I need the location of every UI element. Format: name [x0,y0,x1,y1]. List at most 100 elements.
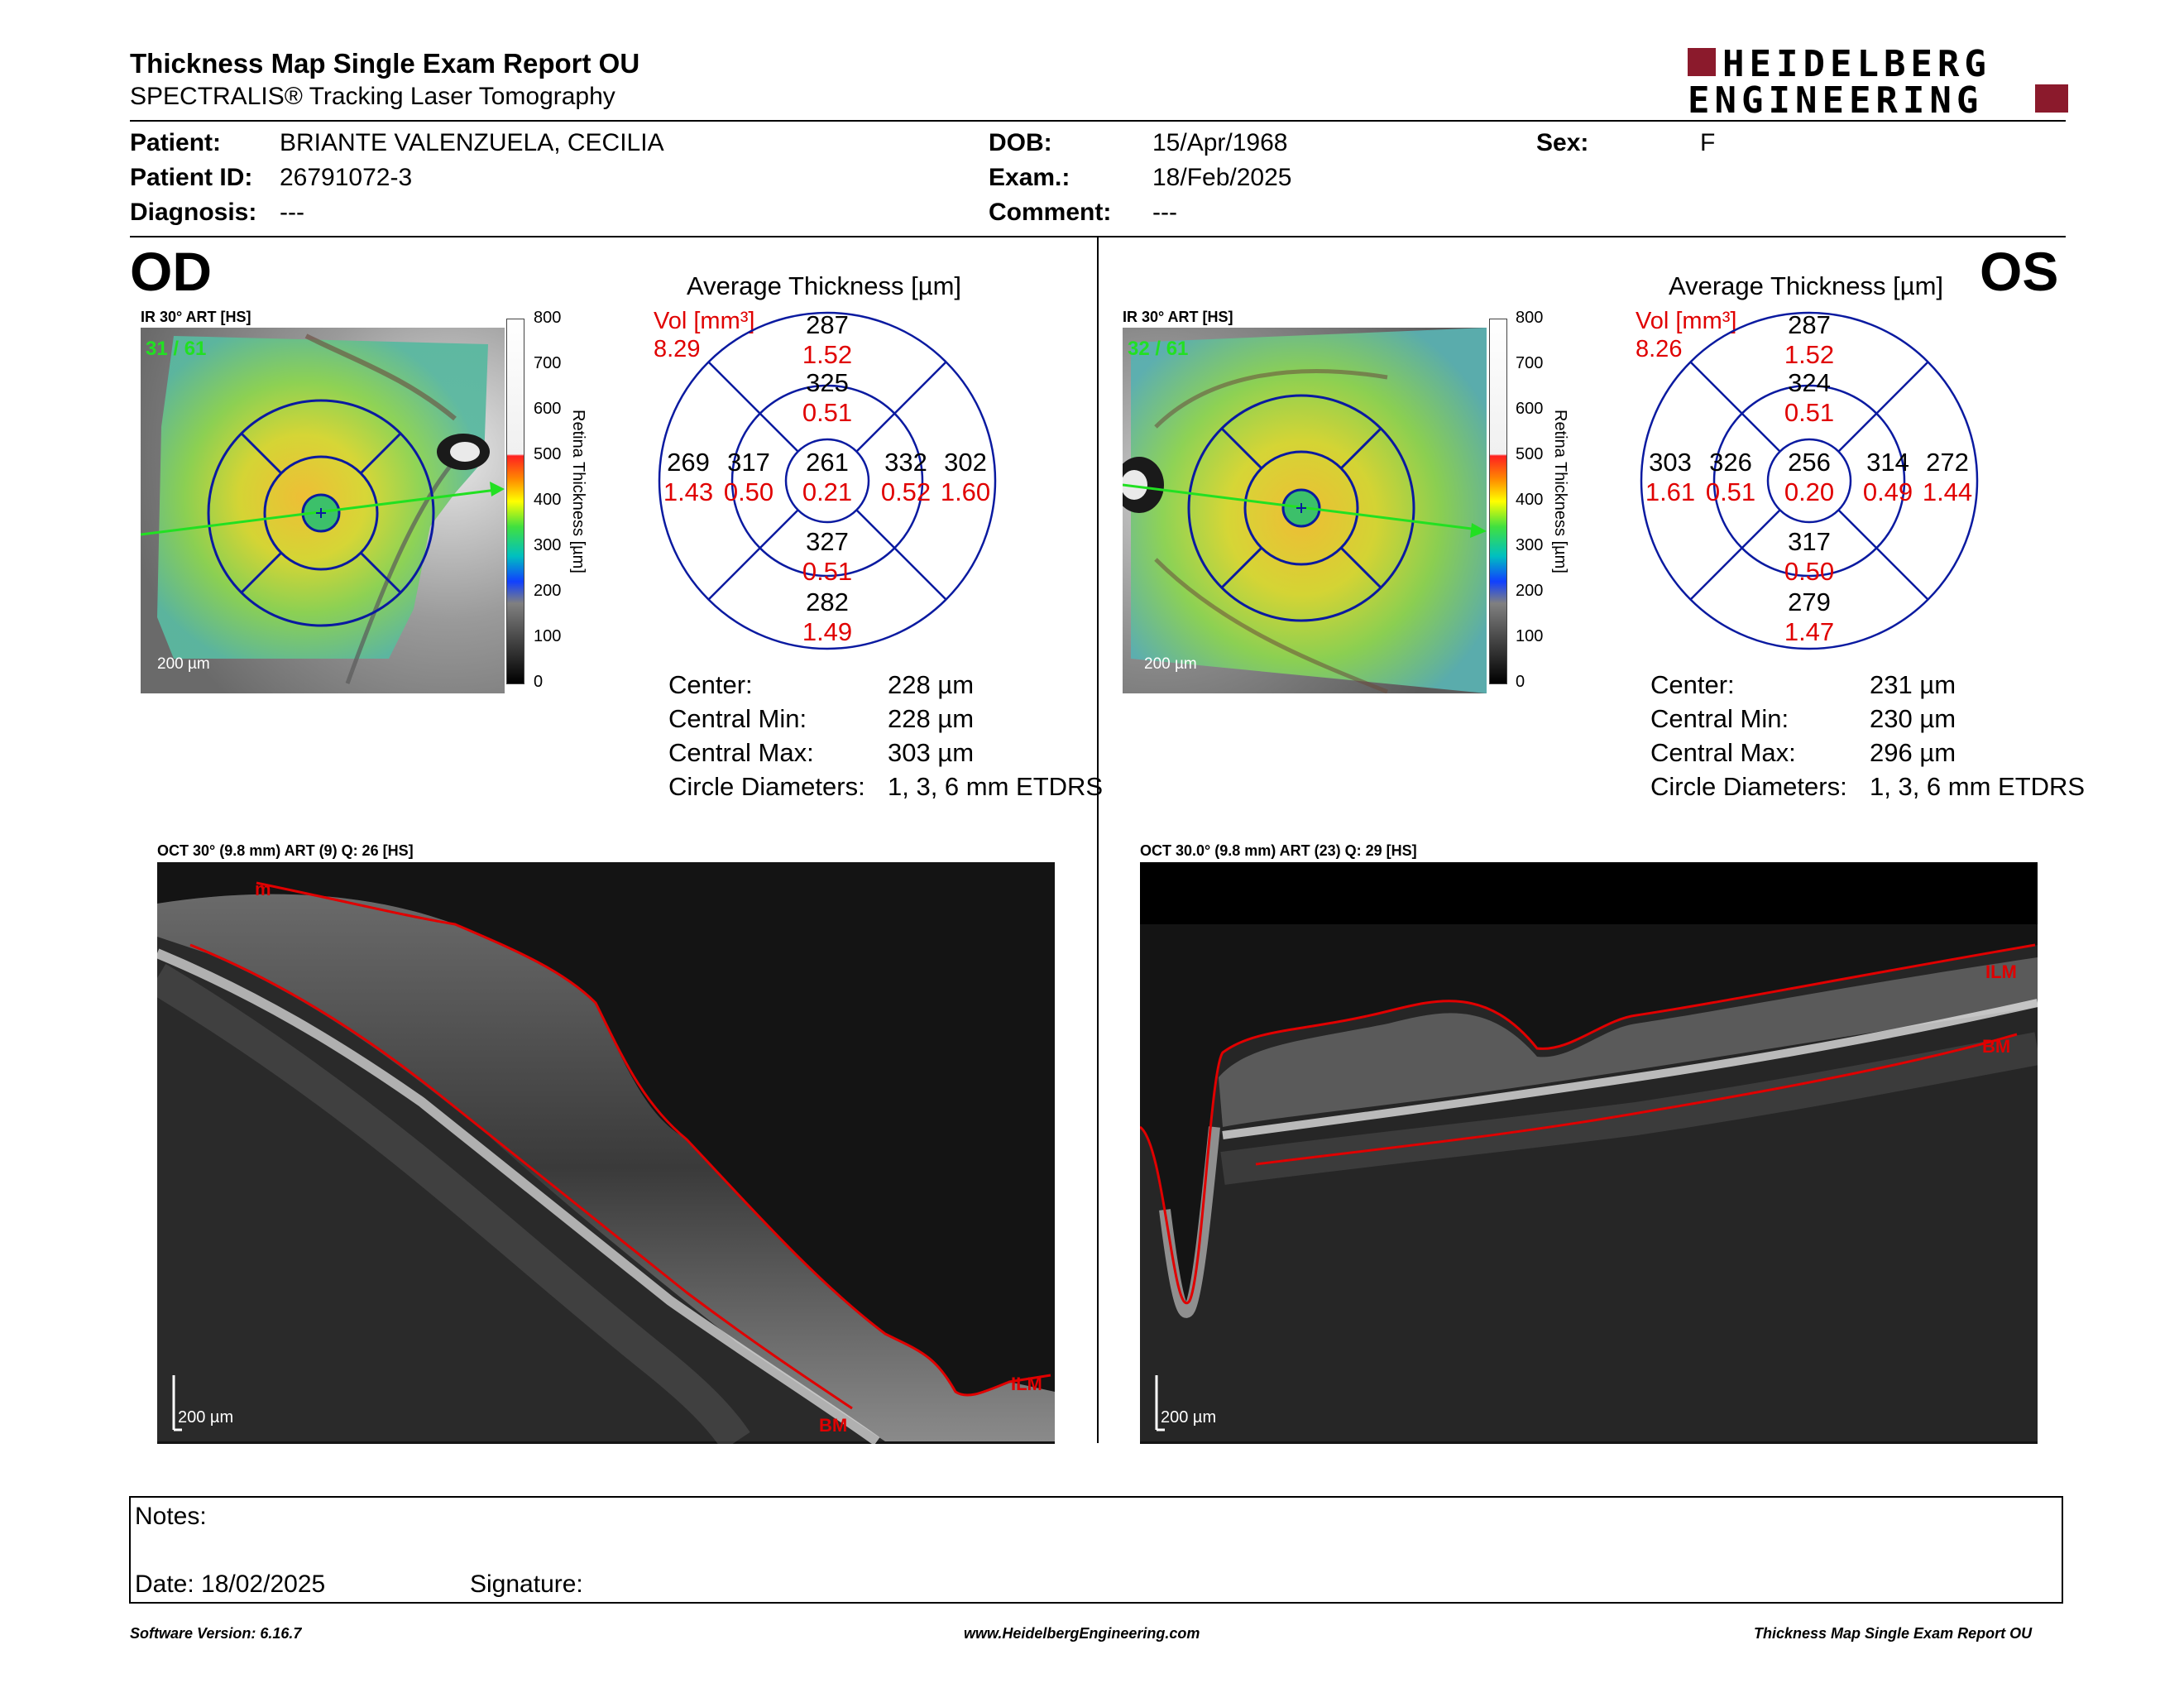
os-stat-value: 296 µm [1870,738,1956,767]
od-vol-label: Vol [mm³] [654,308,755,334]
os-stat-label: Central Max: [1650,738,1796,767]
od-ir-label: IR 30° ART [HS] [141,309,251,325]
sex-value: F [1700,129,1716,156]
od-stat-value: 228 µm [888,704,975,733]
sex-label: Sex: [1536,129,1589,156]
os-stat-value: 1, 3, 6 mm ETDRS [1870,772,2086,801]
os-cb-tick: 500 [1516,445,1544,463]
od-cb-tick: 200 [534,582,562,600]
od-cb-tick: 400 [534,491,562,509]
os-stat-label: Center: [1650,670,1735,699]
od-stat-label: Circle Diameters: [668,772,865,801]
os-etdrs-left-outer: 303 1.61 [1645,448,1696,506]
od-stat-label: Central Max: [668,738,814,767]
os-etdrs-left-inner: 326 0.51 [1705,448,1756,506]
diagnosis-label: Diagnosis: [130,199,257,226]
os-oct-label: OCT 30.0° (9.8 mm) ART (23) Q: 29 [HS] [1140,842,1417,859]
os-cb-tick: 300 [1516,536,1544,554]
os-etdrs-top-outer: 287 1.52 [1784,310,1835,369]
os-avg-title: Average Thickness [µm] [1669,271,1944,300]
comment-label: Comment: [989,199,1112,226]
os-etdrs-top-inner: 324 0.51 [1784,368,1835,427]
os-eye-label: OS [1980,241,2059,302]
os-oct-image: ILM BM 200 µm [1140,862,2038,1444]
patient-id-value: 26791072-3 [280,164,413,191]
od-cb-tick: 500 [534,445,562,463]
os-ir-label: IR 30° ART [HS] [1123,309,1233,325]
patient-label: Patient: [130,129,222,156]
od-vol-value: 8.29 [654,336,701,362]
os-etdrs-center: 256 0.20 [1784,448,1835,506]
od-frame-count: 31 / 61 [146,338,207,360]
od-eye-label: OD [130,241,212,302]
heidelberg-logo: HEIDELBERG ENGINEERING [1688,43,2068,122]
od-scale-label: 200 µm [157,655,210,673]
report-title: Thickness Map Single Exam Report OU [130,48,640,79]
footer-software: Software Version: 6.16.7 [130,1625,302,1642]
od-etdrs-top-outer: 287 1.52 [802,310,853,369]
od-cb-tick: 700 [534,354,562,372]
od-etdrs-grid [658,311,997,650]
os-vol-value: 8.26 [1636,336,1683,362]
od-stat-label: Central Min: [668,704,807,733]
os-etdrs-right-outer: 272 1.44 [1922,448,1973,506]
os-cb-tick: 0 [1516,673,1525,691]
od-etdrs-bottom-outer: 282 1.49 [802,587,853,646]
od-oct-image: m ILM BM 200 µm [157,862,1055,1444]
patient-id-label: Patient ID: [130,164,253,191]
dob-label: DOB: [989,129,1052,156]
os-cb-tick: 100 [1516,627,1544,645]
footer-url[interactable]: www.HeidelbergEngineering.com [964,1625,1200,1642]
od-colorbar-title: Retina Thickness [µm] [569,410,587,573]
os-etdrs-right-inner: 314 0.49 [1862,448,1913,506]
od-stat-value: 228 µm [888,670,975,699]
report-subtitle: SPECTRALIS® Tracking Laser Tomography [130,83,615,110]
od-etdrs-center: 261 0.21 [802,448,853,506]
os-stat-label: Circle Diameters: [1650,772,1847,801]
os-cb-tick: 700 [1516,354,1544,372]
od-stat-value: 1, 3, 6 mm ETDRS [888,772,1104,801]
notes-label: Notes: [135,1503,207,1530]
os-oct-mark-ilm: ILM [1985,961,2017,982]
od-cb-tick: 300 [534,536,562,554]
od-etdrs-bottom-inner: 327 0.51 [802,527,853,586]
od-cb-tick: 0 [534,673,544,691]
os-scale-label: 200 µm [1144,655,1197,673]
od-colorbar [506,319,524,684]
od-cb-tick: 600 [534,400,562,418]
os-cb-tick: 800 [1516,309,1544,327]
os-oct-scale: 200 µm [1161,1408,1217,1427]
os-stat-value: 231 µm [1870,670,1956,699]
od-etdrs-left-inner: 317 0.50 [723,448,774,506]
os-frame-count: 32 / 61 [1128,338,1189,360]
od-stat-label: Center: [668,670,753,699]
logo-line1: HEIDELBERG [1722,43,1991,85]
od-oct-mark-top: m [255,879,271,899]
logo-line2: ENGINEERING [1688,79,1984,122]
os-cb-tick: 400 [1516,491,1544,509]
od-etdrs-right-outer: 302 1.60 [940,448,991,506]
notes-box[interactable] [129,1496,2063,1604]
od-etdrs-top-inner: 325 0.51 [802,368,853,427]
os-etdrs-grid [1640,311,1979,650]
os-colorbar-title: Retina Thickness [µm] [1551,410,1569,573]
os-fundus-image: 32 / 61 200 µm [1123,328,1487,693]
exam-label: Exam.: [989,164,1070,191]
dob-value: 15/Apr/1968 [1152,129,1288,156]
os-vol-label: Vol [mm³] [1636,308,1737,334]
os-etdrs-bottom-inner: 317 0.50 [1784,527,1835,586]
os-cb-tick: 600 [1516,400,1544,418]
od-stat-value: 303 µm [888,738,975,767]
od-etdrs-right-inner: 332 0.52 [880,448,932,506]
diagnosis-value: --- [280,199,304,226]
notes-date: Date: 18/02/2025 [135,1571,326,1598]
notes-signature: Signature: [470,1571,583,1598]
od-fundus-image: 31 / 61 200 µm [141,328,505,693]
od-cb-tick: 100 [534,627,562,645]
od-avg-title: Average Thickness [µm] [687,271,962,300]
footer-report-name: Thickness Map Single Exam Report OU [1754,1625,2033,1642]
patient-value: BRIANTE VALENZUELA, CECILIA [280,129,664,156]
comment-value: --- [1152,199,1177,226]
os-stat-label: Central Min: [1650,704,1789,733]
od-oct-label: OCT 30° (9.8 mm) ART (9) Q: 26 [HS] [157,842,414,859]
